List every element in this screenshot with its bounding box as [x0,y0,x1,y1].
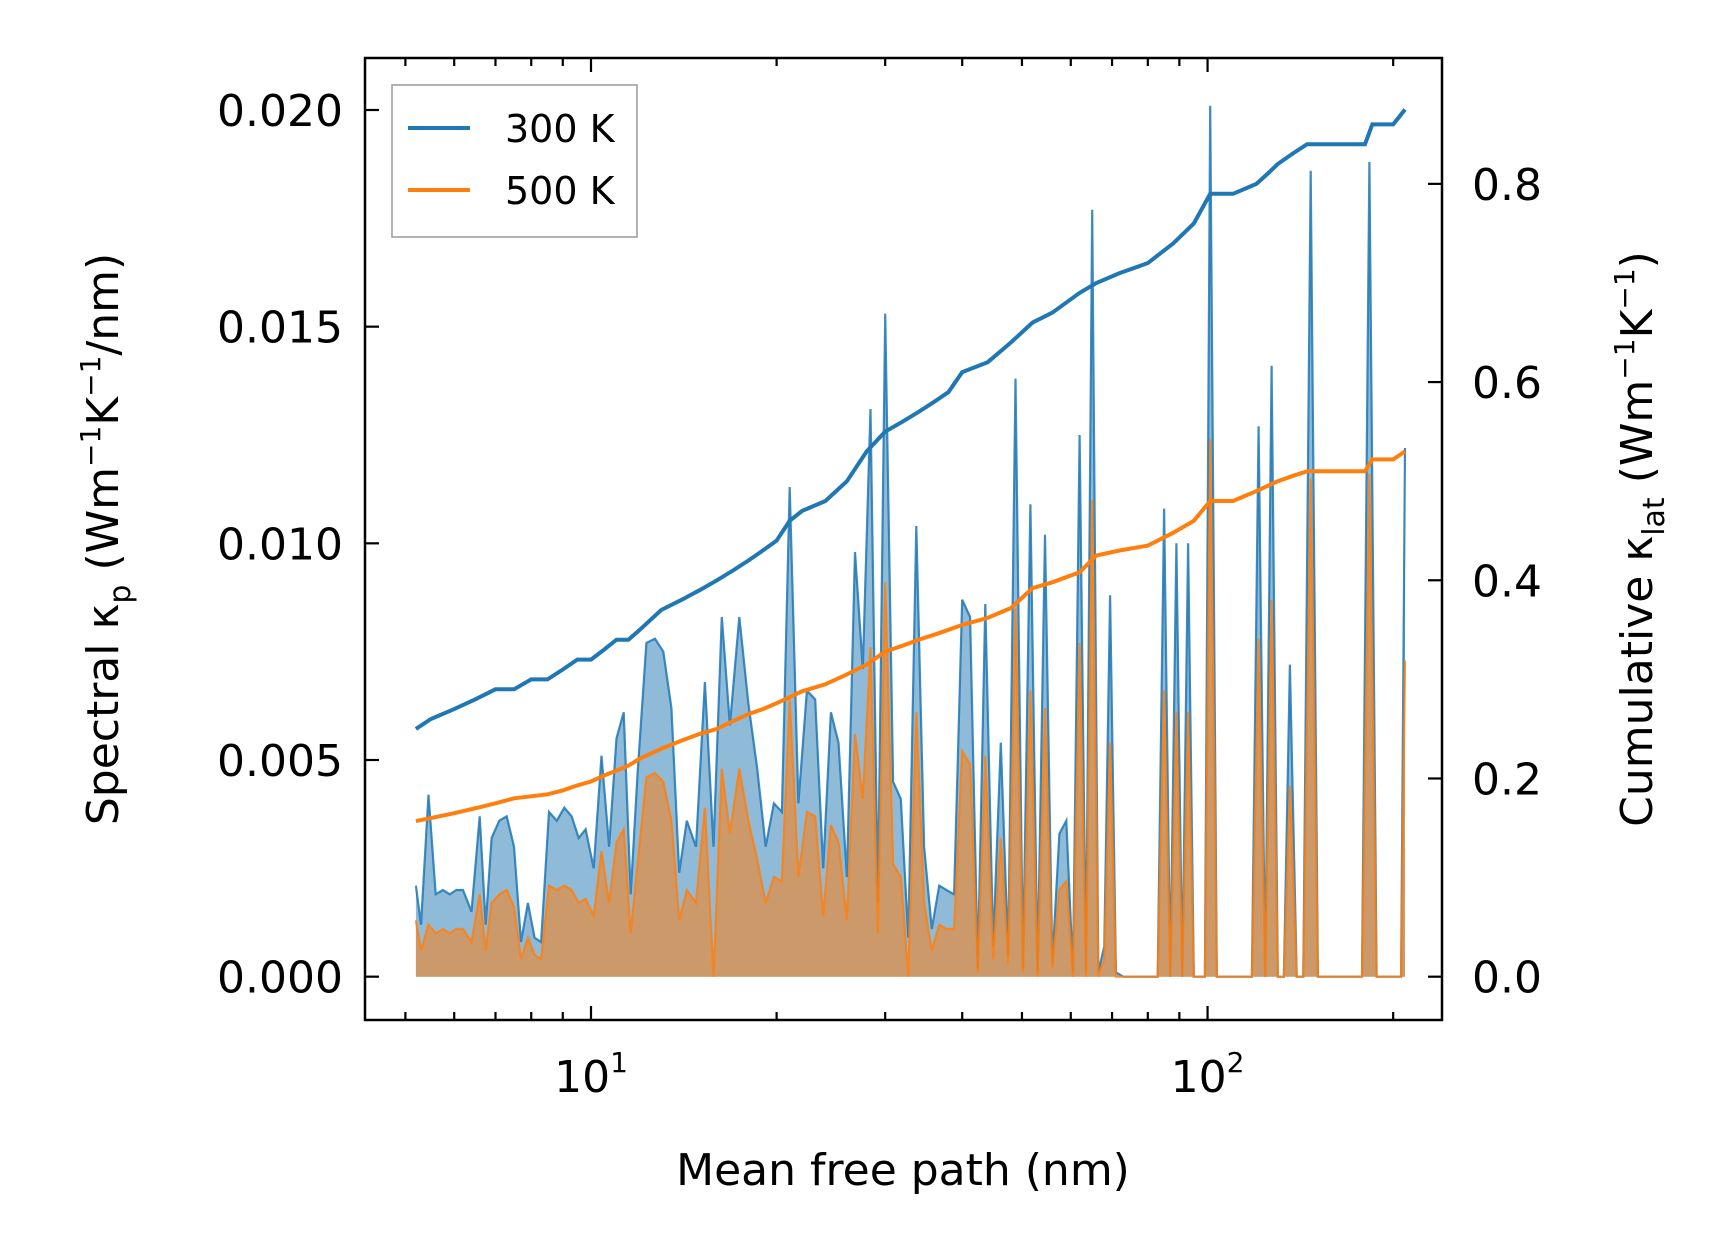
legend-label-500k: 500 K [505,169,616,213]
left-y-tick-label: 0.015 [217,303,343,354]
x-tick-label: 101 [554,1046,628,1103]
plot-frame [363,56,1444,1022]
x-tick-label: 102 [1171,1046,1245,1103]
right-y-tick-label: 0.6 [1472,358,1542,409]
ticks: 101 102 0.000 0.005 0.010 0.015 0.020 0.0 0.2 0.4… [217,58,1542,1103]
plot-area [414,105,1407,978]
left-y-tick-label: 0.020 [217,86,343,137]
right-y-axis-title: Cumulative κlat (Wm−1K−1) [1608,251,1672,827]
left-y-axis-title: Spectral κp (Wm−1K−1/nm) [74,253,138,825]
spectral-area-300k [415,105,1405,977]
spectral-line-500k [414,439,1407,978]
left-y-tick-label: 0.000 [217,953,343,1004]
axes [363,56,1444,1022]
left-y-tick-label: 0.010 [217,519,343,570]
legend-label-300k: 300 K [505,107,616,151]
spectral-area-500k [415,439,1405,977]
x-axis-title: Mean free path (nm) [676,1145,1130,1196]
legend: 300 K 500 K [391,84,638,238]
left-y-tick-label: 0.005 [217,736,343,787]
right-y-tick-label: 0.4 [1472,556,1542,607]
cumulative-line-500k [415,449,1407,824]
legend-box [391,84,638,238]
right-y-tick-label: 0.2 [1472,754,1542,805]
cumulative-line-300k [414,108,1407,731]
right-y-tick-label: 0.8 [1472,160,1542,211]
right-y-tick-label: 0.0 [1472,953,1542,1004]
